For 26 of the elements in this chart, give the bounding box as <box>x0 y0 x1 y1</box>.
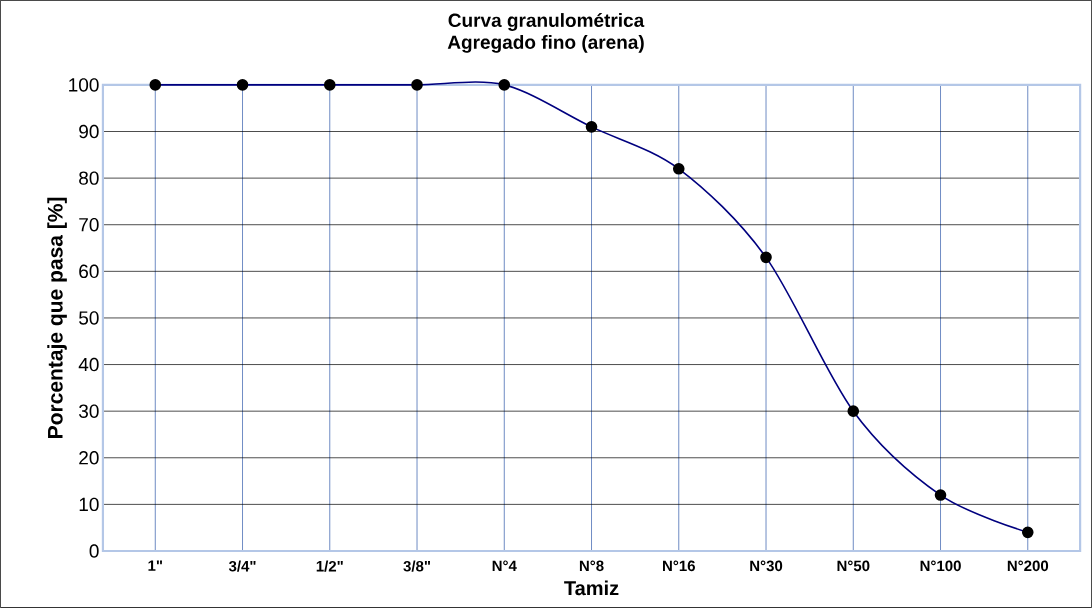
y-tick-label: 10 <box>79 497 99 512</box>
y-tick-label: 30 <box>78 404 99 418</box>
y-tick-label: 50 <box>79 311 99 325</box>
y-tick-label: 20 <box>79 451 99 465</box>
x-tick-label: 1/2" <box>316 560 343 572</box>
y-tick-label: 90 <box>79 124 99 139</box>
x-tick-label: 3/8" <box>403 560 431 572</box>
x-tick-label: 3/4" <box>228 560 256 572</box>
y-tick-label: 0 <box>89 544 99 558</box>
x-tick-label: N°30 <box>750 560 783 572</box>
y-tick-label: 100 <box>69 78 99 92</box>
x-tick-label: N°100 <box>920 560 961 572</box>
y-tick-label: 70 <box>79 218 99 232</box>
x-tick-label: 1" <box>148 560 163 571</box>
x-tick-label: N°200 <box>1007 560 1049 572</box>
x-tick-label: N°4 <box>492 560 517 571</box>
chart-subtitle: Agregado fino (arena) <box>447 35 644 53</box>
x-tick-label: N°8 <box>579 560 604 572</box>
y-tick-label: 40 <box>78 357 99 372</box>
y-axis-title: Porcentaje que pasa [%] <box>47 197 67 438</box>
x-tick-label: N°16 <box>663 560 695 572</box>
x-tick-label: N°50 <box>837 560 870 572</box>
y-tick-label: 60 <box>79 264 99 279</box>
x-axis-title: Tamiz <box>564 580 619 596</box>
chart-title: Curva granulométrica <box>448 12 645 31</box>
y-tick-label: 80 <box>79 171 99 185</box>
